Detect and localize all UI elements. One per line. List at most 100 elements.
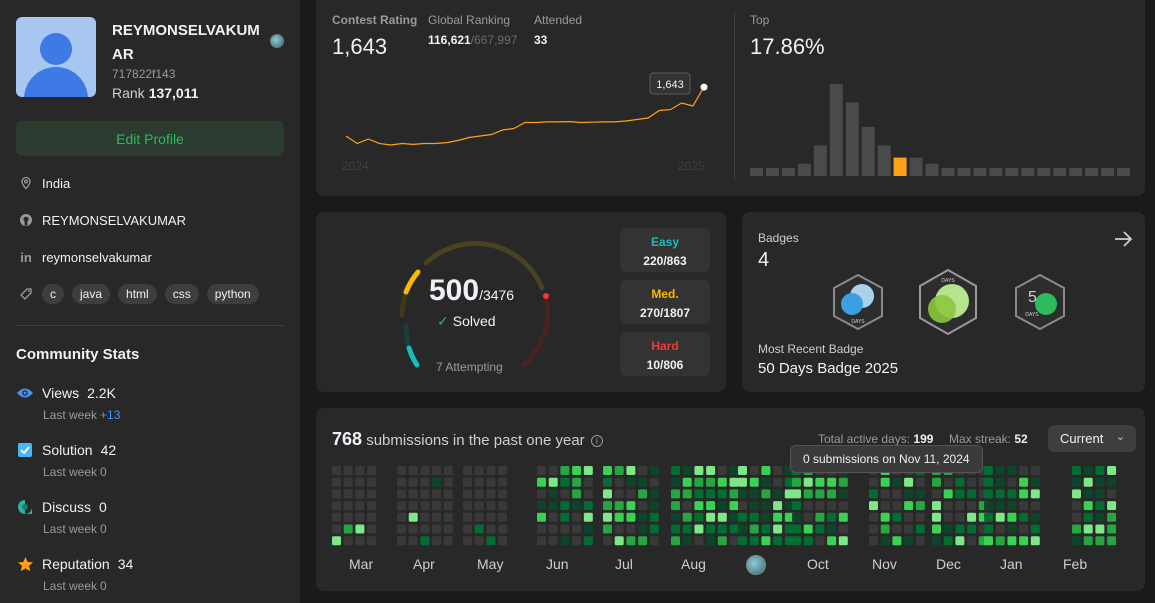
heatmap-cell[interactable] xyxy=(761,489,771,499)
heatmap-cell[interactable] xyxy=(548,512,558,522)
heatmap-cell[interactable] xyxy=(1030,536,1040,546)
heatmap-cell[interactable] xyxy=(717,512,727,522)
heatmap-cell[interactable] xyxy=(803,501,813,511)
heatmap-cell[interactable] xyxy=(827,489,837,499)
heatmap-cell[interactable] xyxy=(498,477,508,487)
medium-stat[interactable]: Med. 270/1807 xyxy=(620,280,710,324)
heatmap-cell[interactable] xyxy=(548,524,558,534)
heatmap-cell[interactable] xyxy=(1030,466,1040,475)
heatmap-cell[interactable] xyxy=(626,477,636,487)
heatmap-cell[interactable] xyxy=(671,466,680,475)
easy-stat[interactable]: Easy 220/863 xyxy=(620,228,710,272)
heatmap-cell[interactable] xyxy=(626,466,636,475)
heatmap-cell[interactable] xyxy=(784,524,794,534)
heatmap-cell[interactable] xyxy=(649,512,659,522)
heatmap-cell[interactable] xyxy=(486,477,496,487)
heatmap-cell[interactable] xyxy=(967,489,977,499)
heatmap-cell[interactable] xyxy=(880,501,890,511)
heatmap-cell[interactable] xyxy=(792,489,801,499)
heatmap-cell[interactable] xyxy=(626,524,636,534)
heatmap-cell[interactable] xyxy=(706,466,716,475)
heatmap-cell[interactable] xyxy=(838,501,848,511)
heatmap-cell[interactable] xyxy=(474,501,484,511)
heatmap-cell[interactable] xyxy=(463,466,472,475)
heatmap-cell[interactable] xyxy=(717,477,727,487)
heatmap-cell[interactable] xyxy=(408,524,418,534)
heatmap-cell[interactable] xyxy=(463,489,472,499)
heatmap-cell[interactable] xyxy=(995,512,1005,522)
heatmap-cell[interactable] xyxy=(915,477,925,487)
heatmap-cell[interactable] xyxy=(1107,536,1117,546)
heatmap-cell[interactable] xyxy=(706,512,716,522)
avatar[interactable] xyxy=(16,17,96,97)
heatmap-cell[interactable] xyxy=(432,477,442,487)
heatmap-cell[interactable] xyxy=(626,489,636,499)
heatmap-cell[interactable] xyxy=(1083,466,1093,475)
heatmap-cell[interactable] xyxy=(397,524,406,534)
heatmap-cell[interactable] xyxy=(367,489,377,499)
heatmap-cell[interactable] xyxy=(420,536,430,546)
heatmap-cell[interactable] xyxy=(1007,489,1017,499)
heatmap-cell[interactable] xyxy=(1107,501,1117,511)
heatmap-cell[interactable] xyxy=(614,512,624,522)
heatmap-cell[interactable] xyxy=(1083,524,1093,534)
heatmap-cell[interactable] xyxy=(355,524,365,534)
heatmap-cell[interactable] xyxy=(1095,512,1105,522)
heatmap-cell[interactable] xyxy=(773,466,783,475)
heatmap-cell[interactable] xyxy=(729,489,739,499)
linkedin-row[interactable]: in reymonselvakumar xyxy=(18,249,152,265)
heatmap-cell[interactable] xyxy=(614,477,624,487)
heatmap-cell[interactable] xyxy=(827,501,837,511)
heatmap-cell[interactable] xyxy=(486,489,496,499)
heatmap-cell[interactable] xyxy=(408,501,418,511)
heatmap-cell[interactable] xyxy=(749,477,759,487)
heatmap-cell[interactable] xyxy=(682,466,692,475)
heatmap-cell[interactable] xyxy=(420,501,430,511)
heatmap-cell[interactable] xyxy=(815,489,825,499)
heatmap-cell[interactable] xyxy=(397,536,406,546)
heatmap-cell[interactable] xyxy=(803,477,813,487)
skill-tag[interactable]: python xyxy=(206,284,259,304)
heatmap-cell[interactable] xyxy=(706,489,716,499)
heatmap-cell[interactable] xyxy=(1030,524,1040,534)
heatmap-cell[interactable] xyxy=(432,512,442,522)
heatmap-cell[interactable] xyxy=(932,524,941,534)
heatmap-cell[interactable] xyxy=(603,512,612,522)
heatmap-cell[interactable] xyxy=(706,501,716,511)
heatmap-cell[interactable] xyxy=(638,512,648,522)
heatmap-cell[interactable] xyxy=(738,489,747,499)
heatmap-cell[interactable] xyxy=(343,489,353,499)
heatmap-cell[interactable] xyxy=(984,524,993,534)
heatmap-cell[interactable] xyxy=(773,489,783,499)
heatmap-cell[interactable] xyxy=(355,501,365,511)
edit-profile-button[interactable]: Edit Profile xyxy=(16,121,284,156)
heatmap-cell[interactable] xyxy=(443,477,453,487)
heatmap-cell[interactable] xyxy=(694,512,704,522)
heatmap-cell[interactable] xyxy=(682,477,692,487)
heatmap-cell[interactable] xyxy=(729,501,739,511)
heatmap-cell[interactable] xyxy=(738,501,747,511)
heatmap-cell[interactable] xyxy=(943,512,953,522)
github-link[interactable]: REYMONSELVAKUMAR xyxy=(42,212,186,228)
heatmap-cell[interactable] xyxy=(603,477,612,487)
heatmap-cell[interactable] xyxy=(738,512,747,522)
heatmap-cell[interactable] xyxy=(355,477,365,487)
heatmap-cell[interactable] xyxy=(943,524,953,534)
heatmap-cell[interactable] xyxy=(838,536,848,546)
heatmap-cell[interactable] xyxy=(1072,501,1081,511)
heatmap-cell[interactable] xyxy=(408,489,418,499)
heatmap-cell[interactable] xyxy=(984,466,993,475)
heatmap-cell[interactable] xyxy=(803,536,813,546)
heatmap-cell[interactable] xyxy=(671,501,680,511)
heatmap-cell[interactable] xyxy=(1083,477,1093,487)
heatmap-cell[interactable] xyxy=(548,477,558,487)
arrow-right-icon[interactable] xyxy=(1112,228,1134,255)
heatmap-cell[interactable] xyxy=(432,524,442,534)
heatmap-cell[interactable] xyxy=(892,477,902,487)
heatmap-cell[interactable] xyxy=(1083,489,1093,499)
heatmap-cell[interactable] xyxy=(583,512,593,522)
heatmap-cell[interactable] xyxy=(332,466,341,475)
heatmap-cell[interactable] xyxy=(967,512,977,522)
heatmap-cell[interactable] xyxy=(792,536,801,546)
heatmap-cell[interactable] xyxy=(498,536,508,546)
